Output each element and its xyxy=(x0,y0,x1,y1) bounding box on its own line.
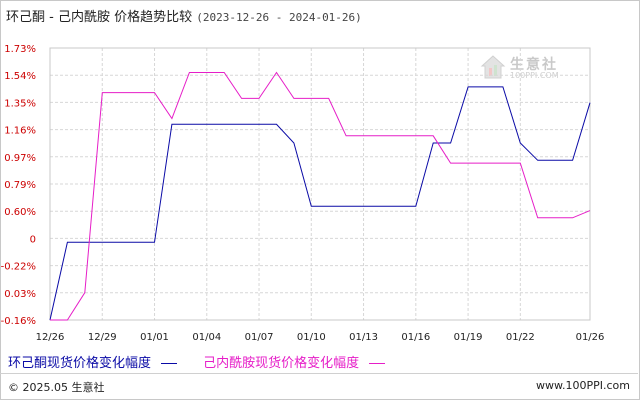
y-tick-label-5: 0.79% xyxy=(4,180,36,191)
x-tick-label-2: 01/01 xyxy=(140,332,169,343)
legend-label-2: 己内酰胺现货价格变化幅度 xyxy=(203,356,360,371)
y-tick-label-2: 1.35% xyxy=(4,98,36,109)
chart-title: 环己酮 - 己内酰胺 价格趋势比较 (2023-12-26 - 2024-01-… xyxy=(6,6,362,25)
chart-title-range: (2023-12-26 - 2024-01-26) xyxy=(196,11,362,24)
watermark-site: 100PPI.COM xyxy=(510,71,559,80)
series-layer xyxy=(49,71,591,321)
footer-divider xyxy=(0,373,638,374)
x-tick-label-5: 01/10 xyxy=(297,332,326,343)
footer-url: www.100PPI.com xyxy=(536,379,630,392)
y-tick-label-4: 0.97% xyxy=(4,153,36,164)
grid-layer xyxy=(49,47,591,321)
plot-border xyxy=(49,47,591,321)
watermark-logo: 生意社 100PPI.COM xyxy=(480,54,576,90)
house-logo-icon xyxy=(480,55,506,79)
x-tick-label-3: 01/04 xyxy=(192,332,221,343)
y-tick-label-8: -0.22% xyxy=(1,262,36,273)
x-tick-label-8: 01/19 xyxy=(454,332,483,343)
x-tick-label-0: 12/26 xyxy=(36,332,65,343)
axis-layer xyxy=(49,47,591,321)
y-tick-label-10: -0.16% xyxy=(1,316,36,327)
y-tick-label-6: 0.60% xyxy=(4,207,36,218)
y-tick-label-7: 0 xyxy=(30,234,36,245)
chart-title-main: 环己酮 - 己内酰胺 价格趋势比较 xyxy=(6,10,193,25)
y-tick-label-0: 1.73% xyxy=(4,44,36,55)
series-line-2 xyxy=(50,71,591,321)
watermark-brand: 生意社 xyxy=(510,57,558,73)
x-tick-label-10: 01/26 xyxy=(576,332,605,343)
x-tick-label-4: 01/07 xyxy=(245,332,274,343)
legend: 环己酮现货价格变化幅度 己内酰胺现货价格变化幅度 xyxy=(8,352,407,371)
line-chart: 1.73% 1.54% 1.35% 1.16% 0.97% 0.79% 0.60% 0 -0.2… xyxy=(1,44,605,343)
footer-copyright: © 2025.05 生意社 xyxy=(8,381,105,394)
y-tick-label-9: 0.03% xyxy=(4,289,36,300)
y-tick-label-3: 1.16% xyxy=(4,126,36,137)
x-tick-label-9: 01/22 xyxy=(506,332,535,343)
series-line-1 xyxy=(49,86,591,321)
legend-item-2: 己内酰胺现货价格变化幅度 xyxy=(203,352,386,371)
x-tick-label-7: 01/16 xyxy=(401,332,430,343)
x-tick-label-1: 12/29 xyxy=(88,332,117,343)
x-tick-label-6: 01/13 xyxy=(349,332,378,343)
legend-label-1: 环己酮现货价格变化幅度 xyxy=(8,356,152,371)
legend-swatch-1 xyxy=(161,363,178,364)
legend-swatch-2 xyxy=(369,363,386,364)
legend-item-1: 环己酮现货价格变化幅度 xyxy=(8,352,178,371)
label-layer: 1.73% 1.54% 1.35% 1.16% 0.97% 0.79% 0.60% 0 -0.2… xyxy=(1,44,605,343)
y-tick-label-1: 1.54% xyxy=(4,71,36,82)
